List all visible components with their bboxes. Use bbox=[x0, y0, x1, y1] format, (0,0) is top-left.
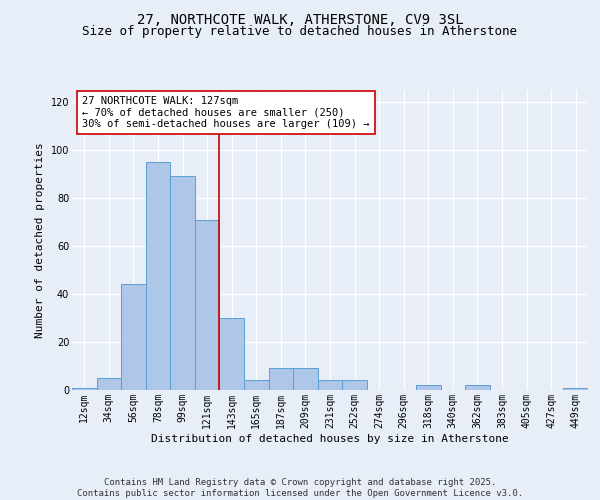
Bar bbox=[318, 380, 342, 390]
Bar bbox=[220, 318, 244, 390]
Bar bbox=[121, 284, 146, 390]
Text: 27, NORTHCOTE WALK, ATHERSTONE, CV9 3SL: 27, NORTHCOTE WALK, ATHERSTONE, CV9 3SL bbox=[137, 12, 463, 26]
Bar bbox=[170, 176, 195, 390]
X-axis label: Distribution of detached houses by size in Atherstone: Distribution of detached houses by size … bbox=[151, 434, 509, 444]
Bar bbox=[195, 220, 220, 390]
Y-axis label: Number of detached properties: Number of detached properties bbox=[35, 142, 45, 338]
Bar bbox=[293, 368, 318, 390]
Bar bbox=[342, 380, 367, 390]
Bar bbox=[269, 368, 293, 390]
Text: 27 NORTHCOTE WALK: 127sqm
← 70% of detached houses are smaller (250)
30% of semi: 27 NORTHCOTE WALK: 127sqm ← 70% of detac… bbox=[82, 96, 370, 129]
Text: Contains HM Land Registry data © Crown copyright and database right 2025.
Contai: Contains HM Land Registry data © Crown c… bbox=[77, 478, 523, 498]
Bar bbox=[416, 385, 440, 390]
Bar bbox=[465, 385, 490, 390]
Bar bbox=[97, 378, 121, 390]
Bar bbox=[72, 388, 97, 390]
Text: Size of property relative to detached houses in Atherstone: Size of property relative to detached ho… bbox=[83, 25, 517, 38]
Bar bbox=[146, 162, 170, 390]
Bar bbox=[563, 388, 588, 390]
Bar bbox=[244, 380, 269, 390]
